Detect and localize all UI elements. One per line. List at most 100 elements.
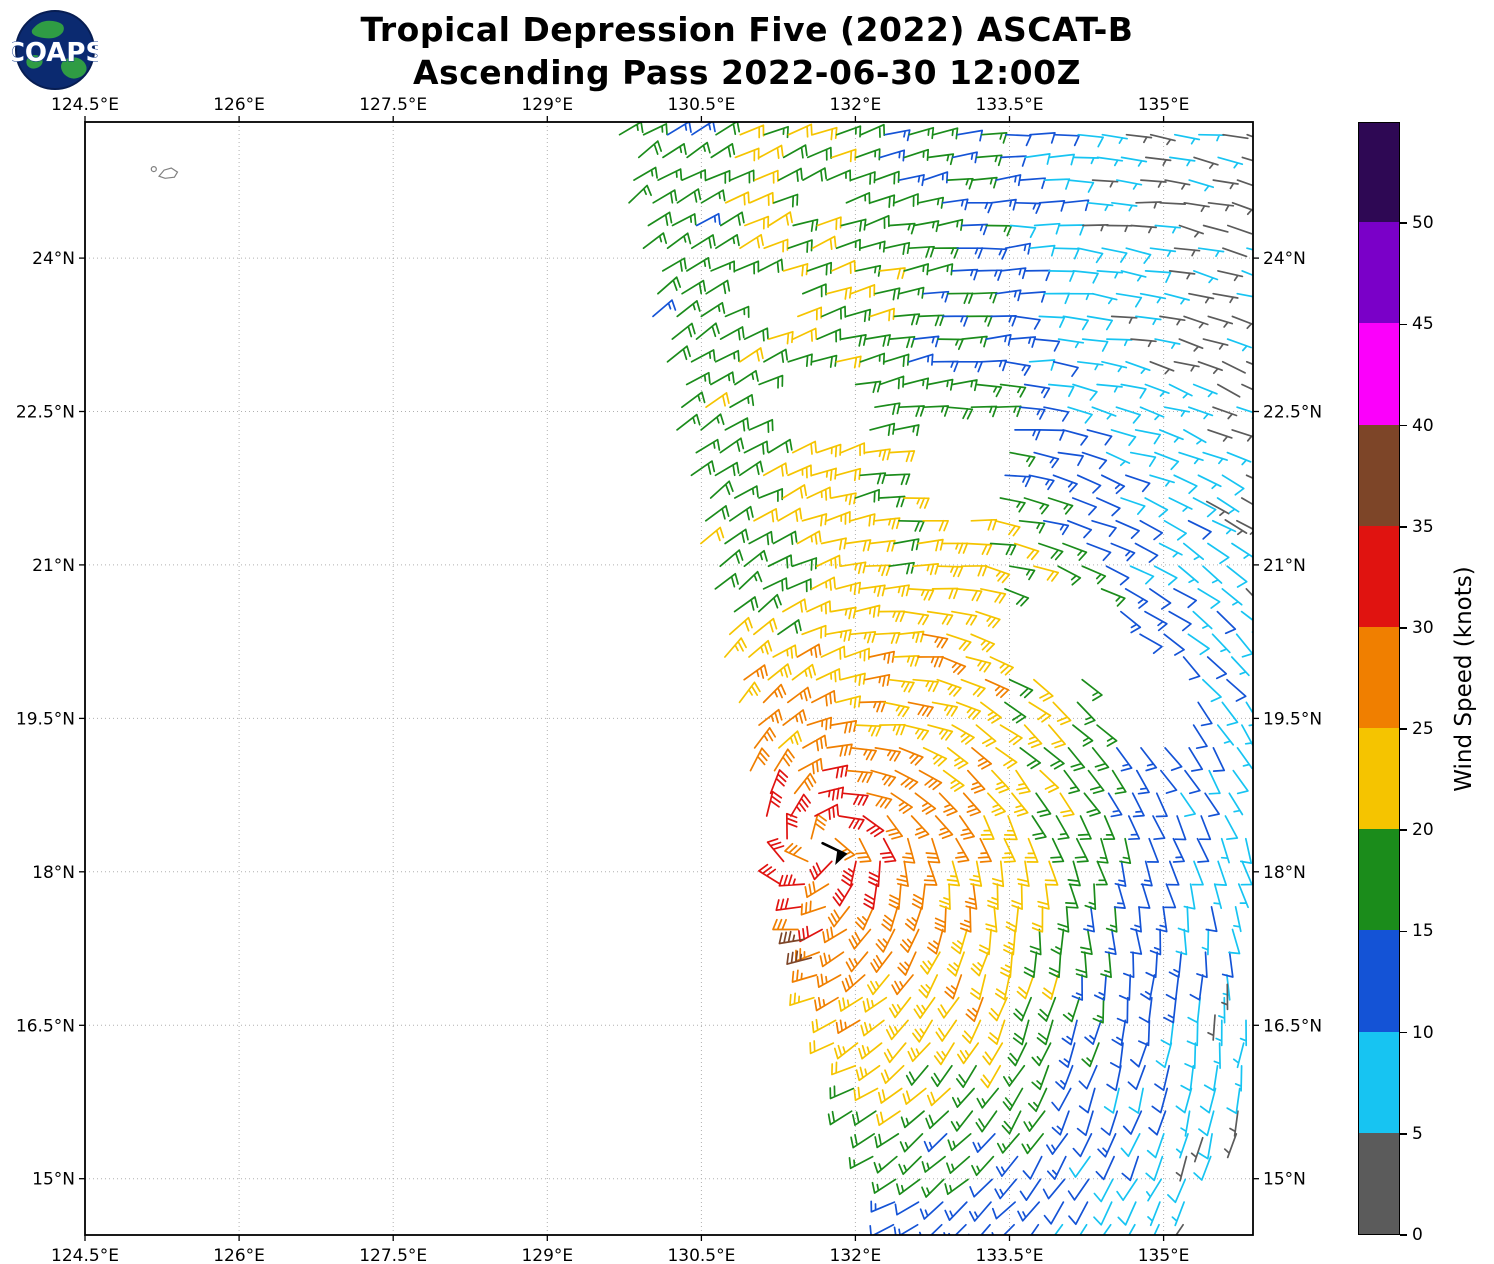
wind-barb [970, 974, 987, 1001]
wind-barb [766, 838, 785, 863]
wind-barb [1074, 837, 1089, 863]
wind-barb [970, 633, 996, 653]
wind-barb [835, 1019, 861, 1034]
wind-barb [1241, 270, 1253, 277]
wind-barb [862, 996, 888, 1013]
wind-barb [862, 815, 885, 838]
plot-title-line-2: Ascending Pass 2022-06-30 12:00Z [412, 53, 1082, 92]
wind-barb [1184, 769, 1201, 795]
wind-barb [893, 424, 920, 437]
wind-barb [921, 1155, 946, 1173]
wind-barb [1028, 244, 1056, 257]
wind-barb [1055, 1064, 1074, 1090]
wind-barb [1208, 769, 1221, 795]
wind-barb [980, 815, 995, 841]
wind-barb [767, 438, 793, 454]
wind-barb [748, 191, 774, 206]
wind-barb [937, 338, 964, 351]
wind-barb [1107, 792, 1123, 818]
wind-barb [704, 505, 730, 522]
wind-barb [1211, 633, 1231, 654]
wind-barb [1163, 633, 1185, 656]
wind-barb [850, 747, 877, 761]
wind-barb [1145, 1155, 1164, 1182]
wind-barb [873, 632, 901, 644]
wind-barb [1055, 815, 1070, 841]
wind-barb [956, 129, 984, 142]
wind-barb [874, 170, 900, 185]
wind-barb [903, 148, 930, 162]
wind-barb [642, 232, 668, 250]
colorbar-band-10-15 [1359, 929, 1399, 1032]
wind-barb [748, 639, 773, 658]
y-tick-label-left: 24°N [32, 249, 75, 269]
wind-barb [734, 260, 760, 275]
wind-barb [1033, 451, 1060, 469]
wind-barb [1009, 451, 1036, 467]
wind-barb [899, 1133, 924, 1153]
wind-barb [1021, 1133, 1044, 1155]
wind-barb [922, 290, 950, 303]
wind-barb [767, 554, 793, 569]
wind-barb [1167, 860, 1180, 886]
wind-barb [705, 279, 731, 295]
wind-barb [1062, 315, 1089, 331]
wind-barb [826, 743, 853, 757]
wind-barb [925, 837, 941, 864]
wind-barb [1178, 565, 1199, 584]
wind-barb [991, 1201, 1016, 1220]
wind-barb [980, 359, 1008, 372]
wind-barb [827, 1110, 853, 1126]
wind-barb [920, 951, 941, 975]
plot-border [84, 121, 1254, 1236]
wind-barb [1224, 815, 1239, 841]
wind-barb [1104, 928, 1117, 956]
wind-barb [911, 883, 926, 910]
wind-barb [1037, 996, 1057, 1022]
wind-barb [869, 539, 896, 553]
wind-barb [1149, 928, 1162, 956]
wind-barb [748, 530, 774, 546]
wind-barb [793, 772, 817, 795]
wind-barb [1023, 383, 1051, 399]
wind-barb [965, 996, 984, 1023]
wind-barb [1067, 860, 1081, 887]
wind-barb [1012, 1019, 1030, 1046]
wind-barb [1183, 315, 1209, 329]
wind-barb [695, 438, 721, 454]
wind-barb [796, 643, 822, 658]
wind-barb [835, 467, 862, 482]
wind-barb [1169, 156, 1196, 167]
wind-barb [830, 720, 858, 734]
wind-barb [782, 598, 807, 613]
wind-barb [987, 792, 1006, 817]
wind-barb [792, 218, 819, 232]
wind-barb [719, 437, 745, 454]
wind-barb [1230, 656, 1250, 677]
colorbar-tick [1400, 728, 1407, 730]
y-tick-label-right: 15°N [1263, 1170, 1306, 1190]
wind-barb [994, 974, 1011, 1001]
wind-barb [1149, 133, 1176, 146]
wind-barb [1122, 1110, 1143, 1135]
wind-barb [1083, 792, 1101, 817]
wind-barb [1046, 1133, 1069, 1155]
wind-barb [816, 216, 842, 231]
wind-barb [932, 127, 959, 140]
wind-barb [951, 1087, 975, 1108]
wind-barb [891, 974, 914, 996]
wind-barb [840, 561, 867, 575]
wind-barb [888, 222, 916, 235]
wind-barb [738, 570, 763, 590]
wind-barb [811, 1018, 837, 1034]
wind-barb [1086, 201, 1114, 212]
wind-barb [1057, 451, 1084, 467]
wind-barb [1106, 1064, 1122, 1092]
wind-barb [991, 769, 1010, 794]
wind-barb [1192, 497, 1217, 518]
wind-barb [888, 678, 915, 693]
wind-barb [1148, 1110, 1167, 1136]
x-tick-label-top: 132°E [830, 95, 882, 115]
wind-barb [1205, 500, 1230, 517]
